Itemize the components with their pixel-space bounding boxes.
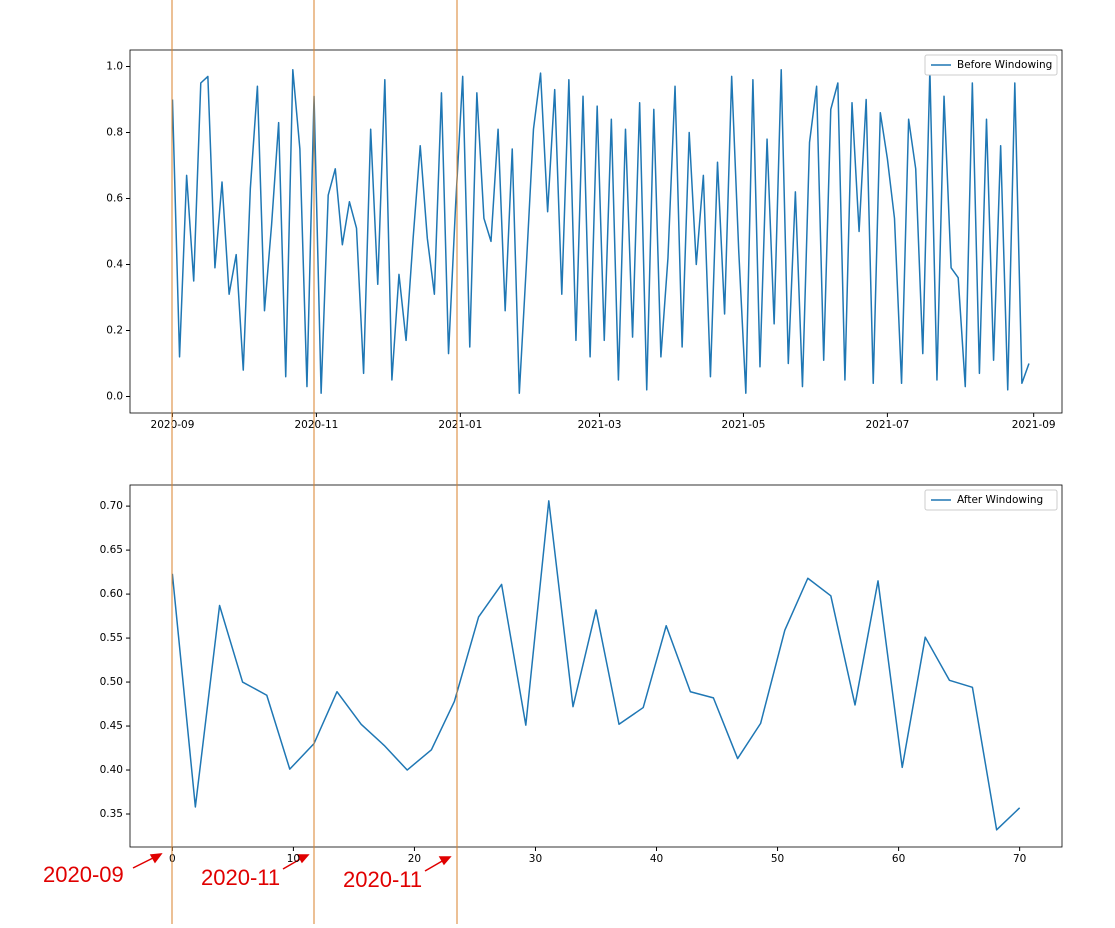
y-tick-label: 0.45 [100,720,123,732]
y-tick-label: 0.55 [100,632,123,644]
x-tick-label: 30 [529,853,542,865]
y-tick-label: 0.60 [100,588,123,600]
legend-label: After Windowing [957,494,1043,506]
x-tick-label: 20 [408,853,421,865]
y-tick-label: 0.8 [106,127,123,139]
y-tick-label: 0.2 [106,325,123,337]
y-tick-label: 0.65 [100,544,123,556]
axes-frame [129,49,1063,414]
y-tick-label: 0.0 [106,391,123,403]
plot: 0.00.20.40.60.81.02020-092020-112021-012… [106,49,1063,431]
legend-box [924,489,1058,511]
x-tick-label: 2021-03 [578,419,622,431]
x-tick-label: 60 [892,853,905,865]
axes-frame [129,484,1063,848]
y-tick-label: 0.6 [106,193,123,205]
x-tick-label: 2021-09 [1012,419,1056,431]
plot: 0.350.400.450.500.550.600.650.7001020304… [100,484,1063,865]
y-tick-label: 0.50 [100,676,123,688]
y-tick-label: 0.40 [100,764,123,776]
legend-label: Before Windowing [957,59,1052,71]
data-line [171,69,1030,394]
x-tick-label: 2020-11 [294,419,338,431]
x-tick-label: 2021-01 [438,419,482,431]
annotation: 2020-11 [343,867,422,892]
y-tick-label: 1.0 [106,61,123,73]
x-tick-label: 70 [1013,853,1026,865]
x-tick-label: 50 [771,853,784,865]
x-tick-label: 2021-07 [865,419,909,431]
y-tick-label: 0.4 [106,259,123,271]
x-tick-label: 10 [287,853,300,865]
y-tick-label: 0.70 [100,500,123,512]
x-tick-label: 40 [650,853,663,865]
data-line [171,500,1021,831]
x-tick-label: 2021-05 [722,419,766,431]
annotation: 2020-09 [43,862,124,887]
arrows [132,853,452,872]
legend-box [924,54,1058,76]
y-tick-label: 0.35 [100,808,123,820]
annotation: 2020-11 [201,865,280,890]
